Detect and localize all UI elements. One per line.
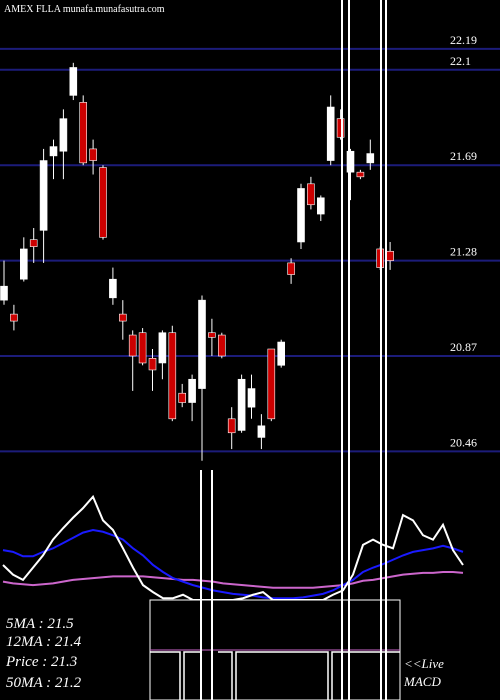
live-label: <<Live [404, 656, 444, 671]
chart-title: AMEX FLLA munafa.munafasutra.com [4, 4, 165, 15]
candle-body [99, 167, 107, 238]
candle-body [326, 106, 335, 161]
candle-body [168, 332, 177, 420]
candle-body [39, 160, 48, 231]
candle-body [148, 358, 157, 371]
candle-body [297, 188, 305, 243]
candle-body [69, 67, 78, 96]
candle-body [336, 118, 345, 138]
y-tick-label: 21.69 [450, 149, 477, 163]
candle-body [79, 102, 87, 164]
candle-body [356, 171, 365, 178]
candle-body [346, 150, 355, 173]
macd-label: MACD [403, 674, 441, 689]
stat-label: 12MA : 21.4 [6, 634, 82, 650]
candle-body [257, 425, 266, 438]
candle-body [10, 313, 18, 322]
candle-body [227, 418, 236, 434]
stat-label: 5MA : 21.5 [6, 616, 74, 632]
candle-body [277, 341, 286, 366]
candle-body [19, 248, 28, 280]
overlay-lines [200, 0, 387, 700]
candle-body [138, 332, 147, 364]
macd-steps [150, 651, 400, 700]
stat-label: 50MA : 21.2 [6, 675, 82, 691]
candle-body [198, 299, 206, 389]
y-tick-label: 20.46 [450, 435, 477, 449]
candle-body [316, 197, 325, 215]
candle-body [287, 262, 295, 275]
candle-body [29, 239, 38, 247]
candle-body [59, 118, 68, 152]
y-tick-label: 22.1 [450, 54, 471, 68]
candle-body [208, 332, 216, 338]
candle-body [237, 378, 246, 431]
candle-body [178, 392, 186, 403]
candle-body [267, 348, 276, 420]
candle-body [89, 148, 97, 161]
candle-body [158, 332, 167, 364]
candles [0, 62, 394, 461]
candle-body [49, 146, 58, 157]
candle-body [366, 153, 375, 164]
y-tick-label: 22.19 [450, 33, 477, 47]
candle-body [386, 250, 394, 261]
candle-body [0, 285, 8, 301]
candle-body [247, 388, 256, 408]
y-tick-label: 21.28 [450, 245, 477, 259]
candle-body [307, 183, 315, 206]
candle-body [218, 334, 226, 357]
candle-body [109, 278, 117, 299]
y-tick-label: 20.87 [450, 340, 477, 354]
stat-label: Price : 21.3 [5, 654, 77, 670]
candle-body [188, 378, 196, 403]
candle-body [128, 334, 137, 357]
candle-body [119, 313, 127, 322]
